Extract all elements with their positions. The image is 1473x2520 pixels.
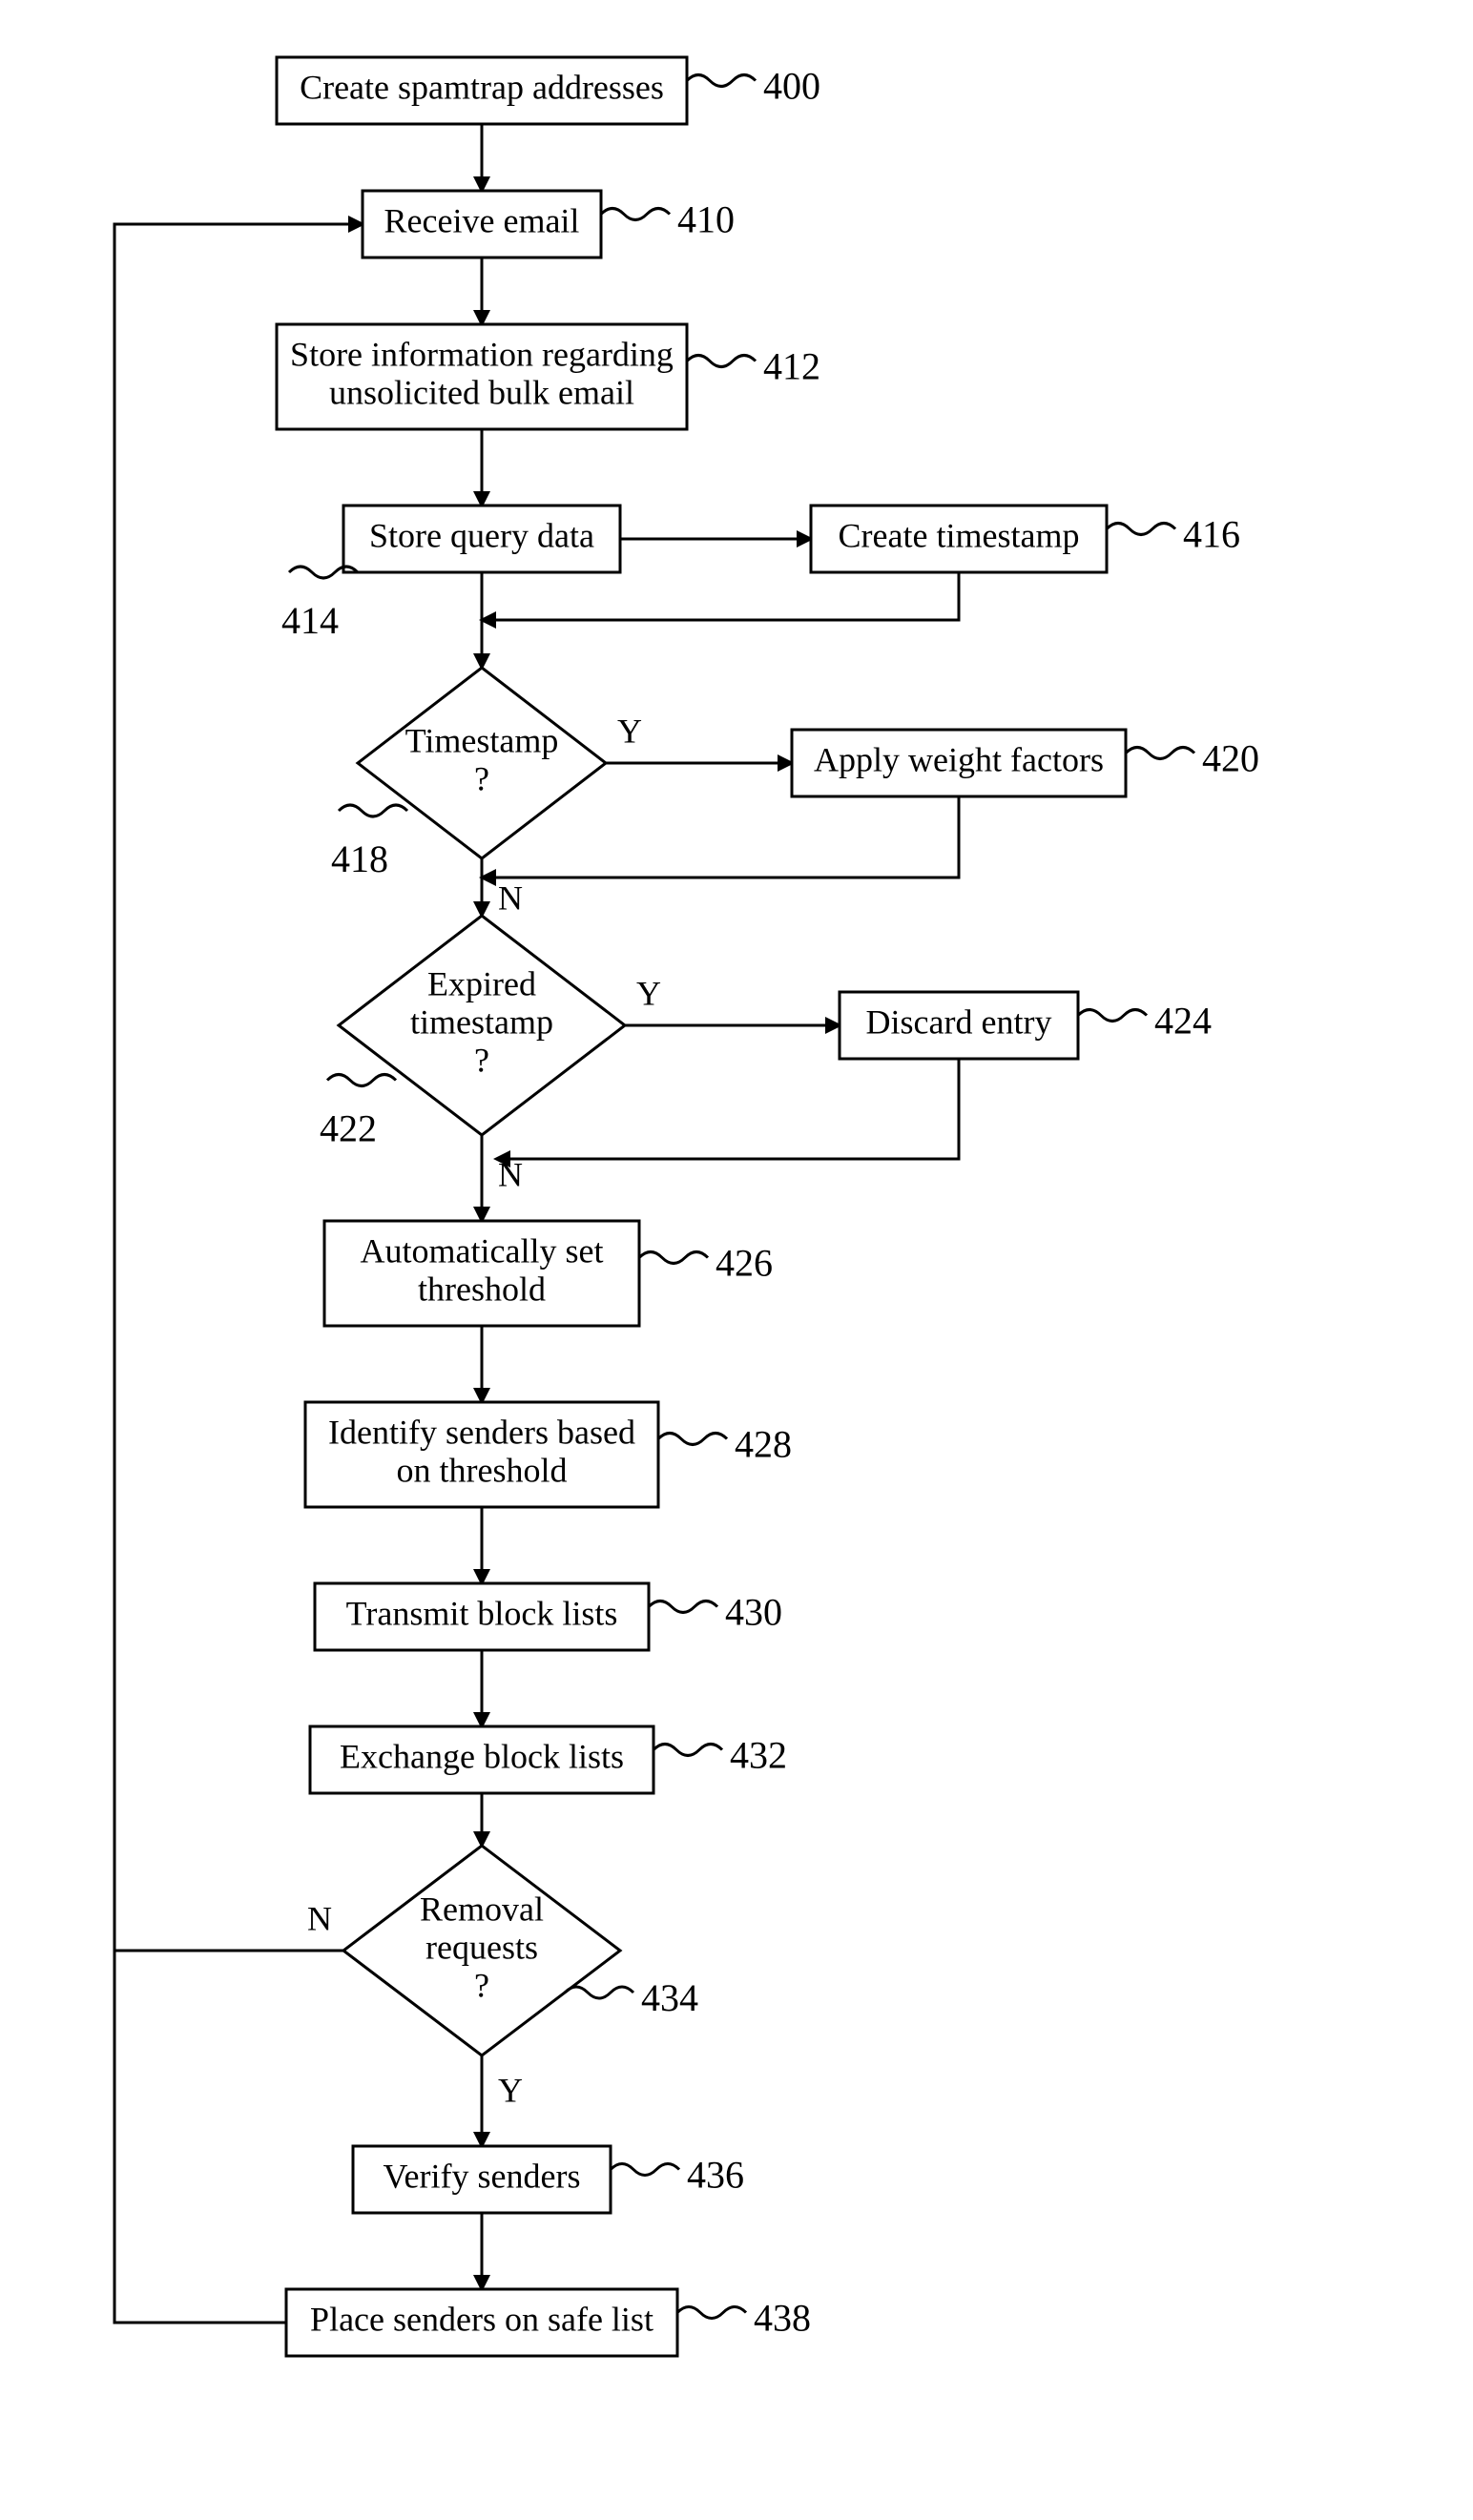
node-n422: Expiredtimestamp? 422 <box>320 916 625 1150</box>
svg-text:requests: requests <box>425 1928 538 1966</box>
node-n400: Create spamtrap addresses 400 <box>277 57 820 124</box>
node-n432: Exchange block lists 432 <box>310 1726 787 1793</box>
svg-text:Y: Y <box>617 712 642 750</box>
svg-text:Apply weight factors: Apply weight factors <box>814 740 1104 778</box>
svg-text:434: 434 <box>641 1976 698 2019</box>
svg-text:Receive email: Receive email <box>384 201 580 239</box>
node-n416: Create timestamp 416 <box>811 506 1240 572</box>
flowchart-diagram: Y N Y N N Y Create spamtrap addresses 400 Receiv… <box>0 0 1473 2520</box>
svg-text:428: 428 <box>735 1423 792 1466</box>
node-n424: Discard entry 424 <box>840 992 1212 1059</box>
svg-text:unsolicited bulk email: unsolicited bulk email <box>329 373 634 411</box>
svg-text:400: 400 <box>763 65 820 108</box>
node-n438: Place senders on safe list 438 <box>286 2289 811 2356</box>
svg-text:418: 418 <box>331 837 388 880</box>
node-n412: Store information regardingunsolicited b… <box>277 324 820 429</box>
svg-text:416: 416 <box>1183 513 1240 556</box>
svg-text:Store query data: Store query data <box>369 516 594 554</box>
svg-text:410: 410 <box>677 198 735 241</box>
svg-text:N: N <box>498 878 523 917</box>
svg-text:N: N <box>307 1899 332 1937</box>
node-n420: Apply weight factors 420 <box>792 730 1259 796</box>
svg-text:Y: Y <box>498 2071 523 2109</box>
node-n426: Automatically setthreshold 426 <box>324 1221 773 1326</box>
node-n430: Transmit block lists 430 <box>315 1583 782 1650</box>
svg-text:Discard entry: Discard entry <box>866 1002 1052 1041</box>
svg-text:on threshold: on threshold <box>397 1451 568 1489</box>
node-n436: Verify senders 436 <box>353 2146 744 2213</box>
node-n414: Store query data 414 <box>281 506 620 642</box>
svg-text:threshold: threshold <box>418 1270 546 1308</box>
svg-text:N: N <box>498 1155 523 1193</box>
svg-text:414: 414 <box>281 599 339 642</box>
svg-text:420: 420 <box>1202 737 1259 780</box>
svg-text:Expired: Expired <box>427 964 536 1002</box>
svg-text:?: ? <box>474 1041 489 1079</box>
svg-text:?: ? <box>474 1966 489 2004</box>
svg-text:438: 438 <box>754 2297 811 2340</box>
svg-text:412: 412 <box>763 345 820 388</box>
svg-text:Create spamtrap addresses: Create spamtrap addresses <box>300 68 664 106</box>
svg-text:Store information regarding: Store information regarding <box>290 335 674 373</box>
svg-text:Place senders on safe list: Place senders on safe list <box>310 2300 654 2338</box>
svg-text:436: 436 <box>687 2154 744 2197</box>
node-n428: Identify senders basedon threshold 428 <box>305 1402 792 1507</box>
svg-text:422: 422 <box>320 1107 377 1150</box>
svg-text:Exchange block lists: Exchange block lists <box>340 1737 624 1775</box>
svg-text:426: 426 <box>716 1242 773 1285</box>
svg-text:Timestamp: Timestamp <box>405 721 559 759</box>
svg-text:Create timestamp: Create timestamp <box>839 516 1080 554</box>
node-n434: Removalrequests? 434 <box>343 1846 698 2055</box>
node-n410: Receive email 410 <box>363 191 735 258</box>
svg-text:Verify senders: Verify senders <box>384 2157 581 2195</box>
svg-text:Automatically set: Automatically set <box>361 1231 604 1270</box>
svg-text:Transmit block lists: Transmit block lists <box>346 1594 618 1632</box>
svg-text:Removal: Removal <box>420 1890 544 1928</box>
node-n418: Timestamp? 418 <box>331 668 606 880</box>
svg-text:Identify senders based: Identify senders based <box>328 1413 635 1451</box>
svg-text:Y: Y <box>636 974 661 1012</box>
svg-text:432: 432 <box>730 1734 787 1777</box>
svg-text:?: ? <box>474 759 489 797</box>
svg-text:424: 424 <box>1154 1000 1212 1043</box>
svg-text:timestamp: timestamp <box>410 1002 553 1041</box>
svg-text:430: 430 <box>725 1591 782 1634</box>
